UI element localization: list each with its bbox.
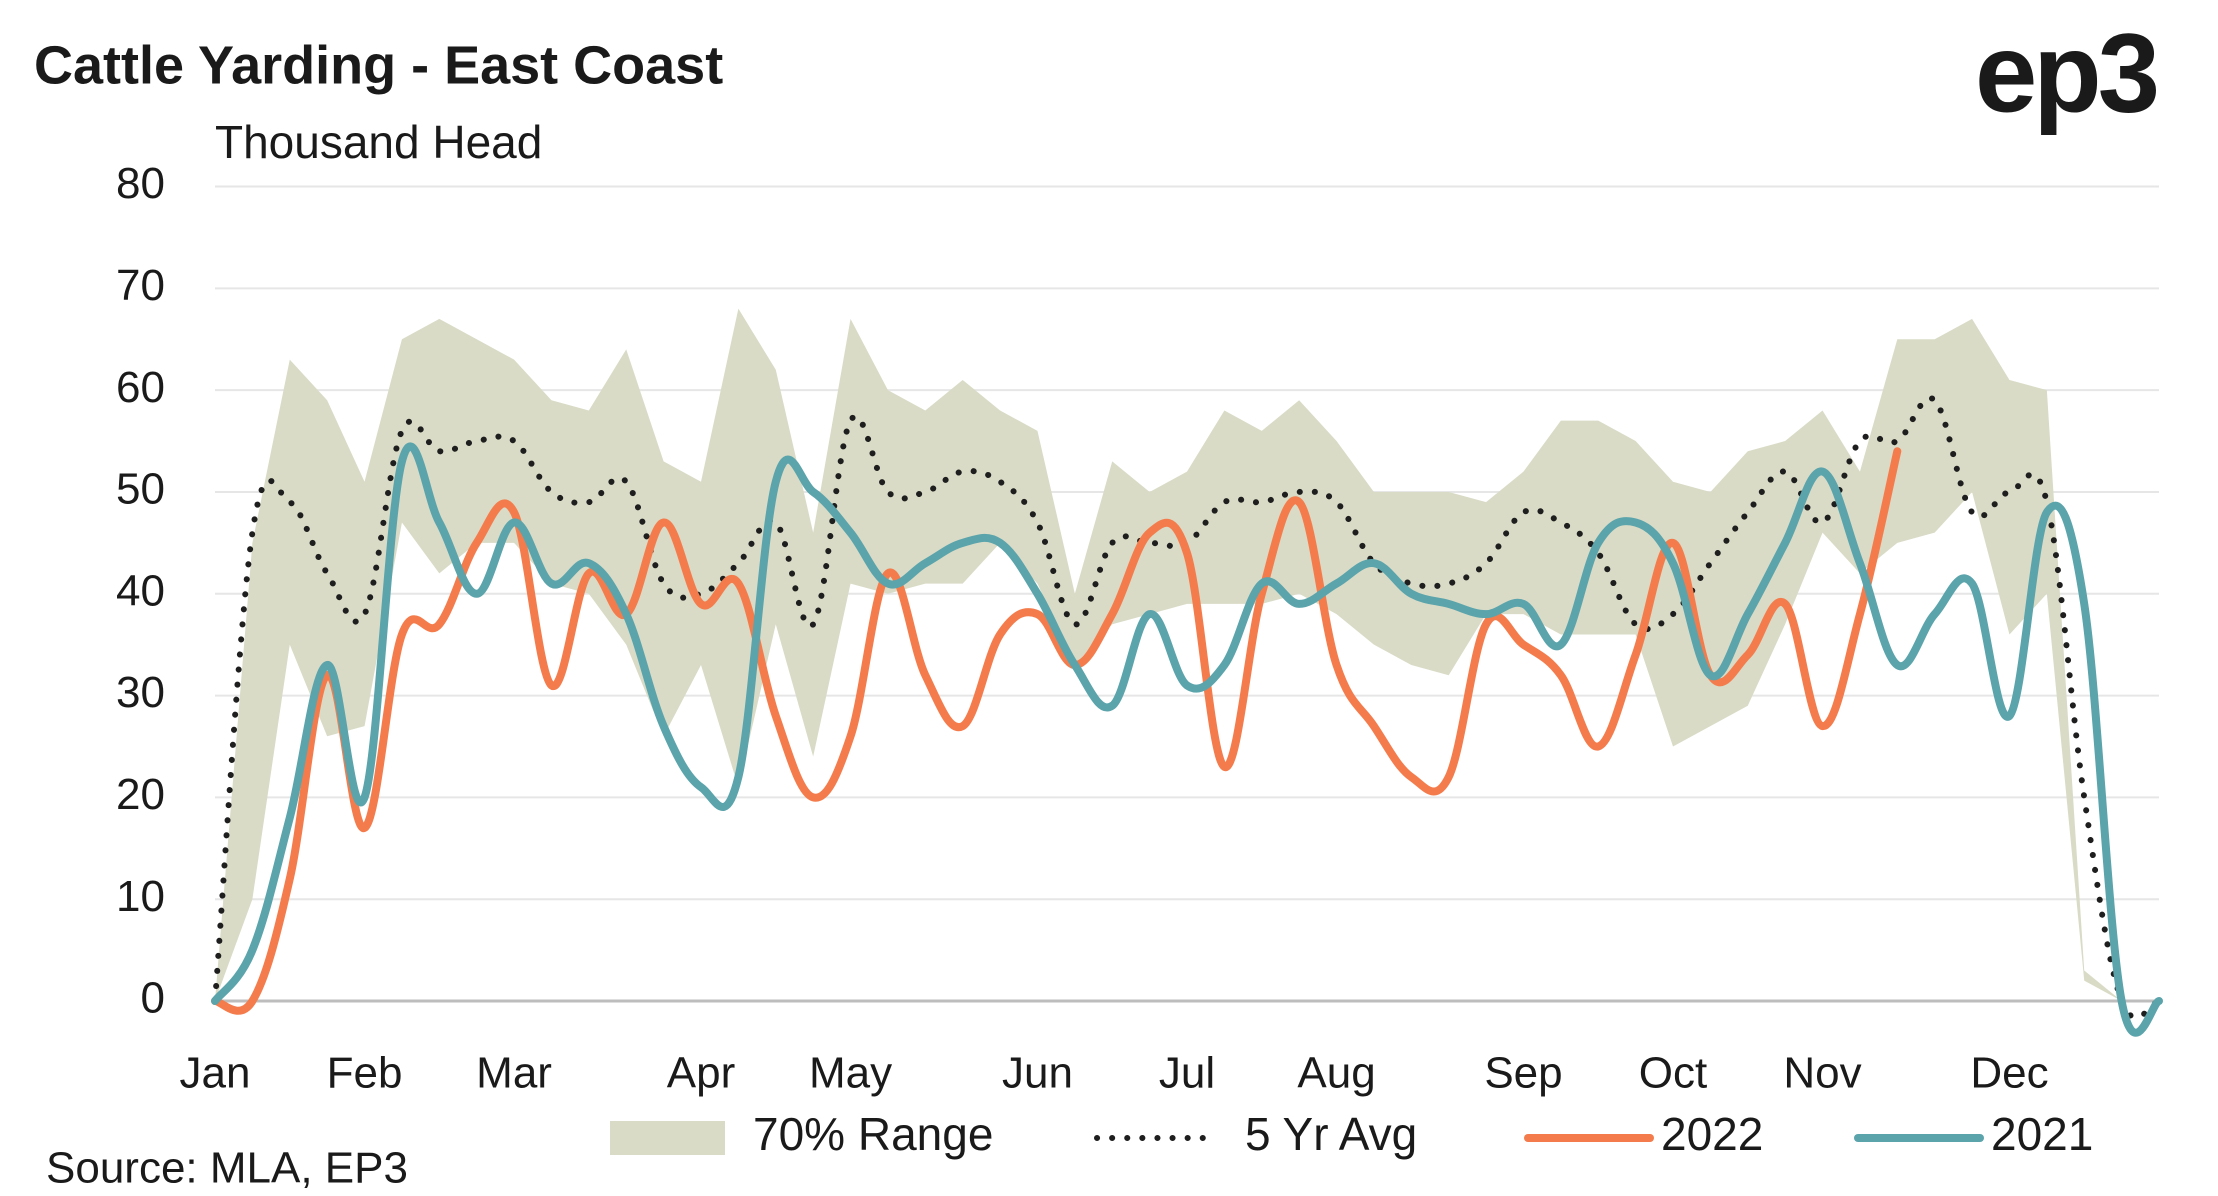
y-tick-label: 20 <box>116 770 165 819</box>
legend-label: 70% Range <box>753 1108 993 1160</box>
chart-subtitle: Thousand Head <box>215 116 542 168</box>
x-tick-label: Oct <box>1639 1049 1707 1098</box>
y-tick-label: 40 <box>116 566 165 615</box>
x-tick-label: Jul <box>1159 1049 1215 1098</box>
y-tick-label: 0 <box>141 974 165 1023</box>
y-tick-label: 30 <box>116 668 165 717</box>
x-tick-label: Feb <box>327 1049 403 1098</box>
series-line <box>211 447 1902 1015</box>
y-tick-label: 60 <box>116 363 165 412</box>
chart-title: Cattle Yarding - East Coast <box>34 35 723 95</box>
x-tick-label: Dec <box>1970 1049 2048 1098</box>
series-line <box>211 442 2163 1037</box>
x-tick-label: Nov <box>1783 1049 1861 1098</box>
y-tick-label: 10 <box>116 872 165 921</box>
source: Source: MLA, EP3 <box>46 1144 408 1193</box>
y-tick-label: 70 <box>116 261 165 310</box>
x-tick-label: Jun <box>1002 1049 1073 1098</box>
x-tick-label: May <box>809 1049 892 1098</box>
y-tick-label: 80 <box>116 159 165 208</box>
legend-label: 2021 <box>1991 1108 2093 1160</box>
legend-label: 5 Yr Avg <box>1245 1108 1417 1160</box>
logo: ep3 <box>1975 11 2157 136</box>
x-tick-label: Jan <box>180 1049 251 1098</box>
x-tick-label: Apr <box>667 1049 735 1098</box>
legend-swatch <box>610 1121 725 1155</box>
x-tick-label: Mar <box>476 1049 552 1098</box>
x-tick-label: Aug <box>1297 1049 1375 1098</box>
y-tick-label: 50 <box>116 465 165 514</box>
x-tick-label: Sep <box>1484 1049 1562 1098</box>
range-area <box>215 308 2159 1001</box>
legend-label: 2022 <box>1661 1108 1763 1160</box>
series-line <box>212 395 2162 1021</box>
